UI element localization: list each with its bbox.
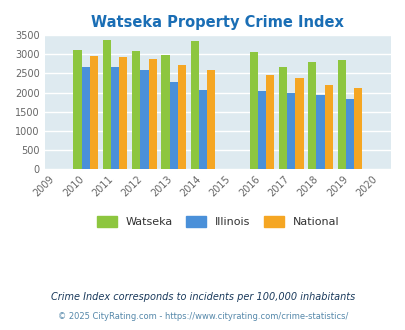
Bar <box>102 40 111 169</box>
Bar <box>140 70 148 169</box>
Bar <box>353 88 361 169</box>
Bar <box>198 90 207 169</box>
Bar <box>265 75 273 169</box>
Bar <box>169 82 177 169</box>
Bar <box>73 50 81 169</box>
Bar <box>324 85 332 169</box>
Bar <box>315 95 324 169</box>
Bar <box>81 67 90 169</box>
Bar <box>257 91 265 169</box>
Bar <box>132 51 140 169</box>
Bar <box>148 59 156 169</box>
Bar <box>161 55 169 169</box>
Bar <box>111 67 119 169</box>
Text: © 2025 CityRating.com - https://www.cityrating.com/crime-statistics/: © 2025 CityRating.com - https://www.city… <box>58 312 347 321</box>
Bar <box>177 65 185 169</box>
Text: Crime Index corresponds to incidents per 100,000 inhabitants: Crime Index corresponds to incidents per… <box>51 292 354 302</box>
Bar <box>249 52 257 169</box>
Bar <box>307 62 315 169</box>
Bar <box>190 42 198 169</box>
Bar <box>119 57 127 169</box>
Bar <box>286 92 294 169</box>
Legend: Watseka, Illinois, National: Watseka, Illinois, National <box>92 212 343 232</box>
Bar <box>337 60 345 169</box>
Bar <box>207 70 215 169</box>
Bar <box>278 67 286 169</box>
Title: Watseka Property Crime Index: Watseka Property Crime Index <box>91 15 343 30</box>
Bar <box>345 99 353 169</box>
Bar <box>294 79 303 169</box>
Bar <box>90 56 98 169</box>
